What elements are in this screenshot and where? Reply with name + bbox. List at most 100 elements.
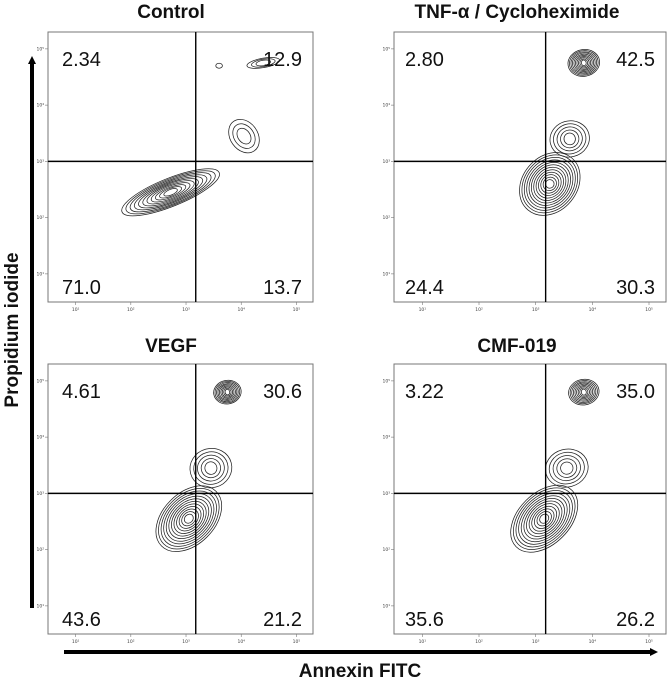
panel-vegf: VEGF 10¹ 10² 10³ 10⁴ 10⁵ 10¹ 10² 10³ 10⁴ 10⁵ 4.61… [36,336,314,645]
contour-ring [528,161,571,206]
contour-ring [570,51,598,75]
contour-ring [519,152,581,216]
contour-ring [189,448,233,489]
y-tick-label: 10¹ [36,603,44,609]
quadrant-lower-left: 43.6 [62,609,101,631]
contour-ring [218,384,236,400]
contour-ring [171,500,207,537]
contour-ring [158,488,220,550]
contour-ring [553,123,587,155]
contour-ring [197,454,225,482]
contour-ring [560,461,574,475]
quadrant-lower-left: 35.6 [405,609,444,631]
contour-ring [569,380,598,405]
contour-ring [526,500,563,537]
contour-ring [204,461,218,475]
x-tick-label: 10⁴ [237,307,245,313]
contour-ring [173,503,205,534]
x-tick-label: 10³ [532,639,540,645]
contour-layer [519,49,601,216]
contour-ring [246,57,281,69]
contour-ring [549,120,590,158]
contour-ring [518,492,571,545]
contour-ring [533,166,567,201]
contour-ring [540,174,560,194]
panel-title: Control [137,2,205,23]
contour-ring [251,58,276,68]
contour-ring [574,383,594,401]
contour-ring [160,490,217,547]
quadrant-lower-right: 21.2 [263,609,302,631]
x-tick-label: 10² [475,307,483,313]
contour-ring [228,118,260,154]
contour-ring [539,513,550,524]
contour-ring [220,385,235,399]
contour-ring [538,171,562,196]
y-tick-label: 10⁵ [382,378,390,384]
quadrant-upper-right: 30.6 [263,381,302,403]
y-tick-label: 10⁴ [36,103,44,109]
contour-ring [224,388,231,396]
contour-ring [572,382,595,402]
y-tick-label: 10² [382,215,390,221]
contour-ring [552,455,581,482]
x-axis-title: Annexin FITC [299,661,422,682]
contour-ring [530,164,569,204]
quadrant-lower-right: 30.3 [616,277,655,299]
y-tick-label: 10³ [382,491,390,497]
y-tick-label: 10³ [36,159,44,165]
contour-ring [510,484,579,553]
y-tick-label: 10¹ [382,271,390,277]
contour-ring [159,186,183,199]
panel-title: CMF-019 [477,336,556,357]
contour-ring [155,485,223,552]
y-tick-label: 10⁵ [36,378,44,384]
plot-frame [393,363,667,635]
contour-ring [576,56,592,70]
plot-frame [47,363,314,635]
contour-ring [531,505,558,532]
quadrant-upper-left: 2.80 [405,49,444,71]
contour-ring [521,154,579,214]
tick-layer: 10¹ 10² 10³ 10⁴ 10⁵ 10¹ 10² 10³ 10⁴ 10⁵ [36,378,300,645]
contour-ring [578,57,590,69]
contour-ring [536,511,552,527]
contour-ring [567,49,601,77]
contour-ring [138,176,204,209]
tick-layer: 10¹ 10² 10³ 10⁴ 10⁵ 10¹ 10² 10³ 10⁴ 10⁵ [382,46,652,313]
contour-ring [560,129,580,149]
x-tick-label: 10⁴ [589,639,597,645]
contour-ring [142,178,199,207]
quadrant-lower-right: 13.7 [263,277,302,299]
contour-ring [568,378,600,406]
contour-ring [183,513,194,524]
contour-ring [221,386,233,398]
x-tick-label: 10⁵ [645,307,653,313]
x-tick-label: 10² [127,639,135,645]
contour-ring [154,184,187,201]
x-tick-label: 10¹ [419,639,427,645]
y-tick-label: 10² [36,547,44,553]
contour-ring [163,493,215,545]
y-tick-label: 10² [36,215,44,221]
x-tick-label: 10¹ [419,307,427,313]
contour-ring [576,385,592,400]
y-tick-label: 10³ [36,491,44,497]
contour-ring [121,168,220,217]
contour-ring [150,182,191,203]
panel-title: TNF-α / Cycloheximide [415,2,620,23]
contour-ring [526,159,574,209]
contour-ring [178,508,199,529]
quadrant-lower-right: 26.2 [616,609,655,631]
contour-ring [523,157,576,211]
x-tick-label: 10⁵ [293,639,301,645]
x-tick-label: 10¹ [72,639,80,645]
x-tick-label: 10² [127,307,135,313]
contour-ring [223,387,232,397]
panel-title: VEGF [145,336,197,357]
contour-layer [510,378,600,553]
contour-ring [563,132,576,146]
plot-frame [393,31,667,303]
contour-ring [213,379,242,405]
